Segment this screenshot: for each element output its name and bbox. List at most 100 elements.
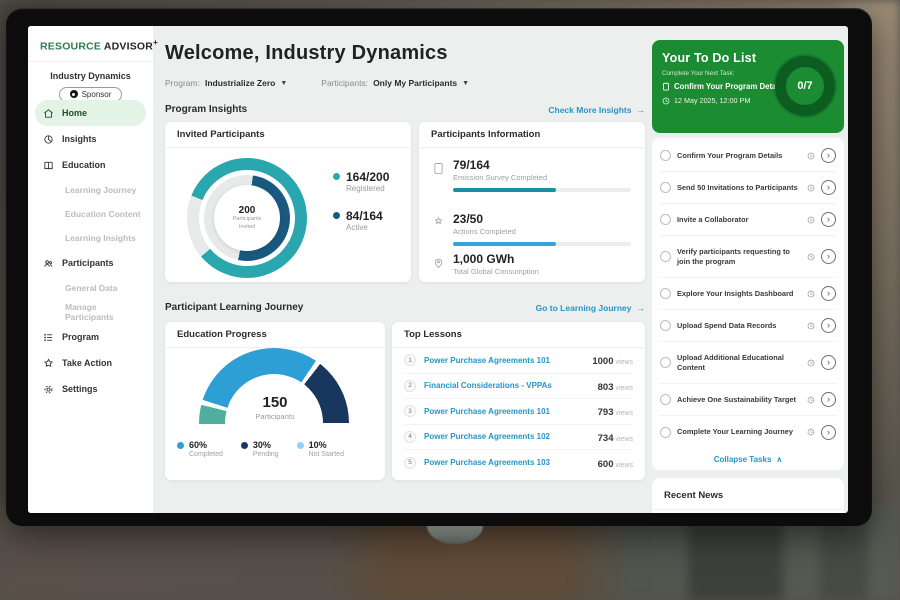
education-progress-title: Education Progress — [165, 322, 385, 348]
actions-completed-stat: 23/50 Actions Completed — [431, 212, 631, 246]
collapse-tasks-link[interactable]: Collapse Tasks ∧ — [660, 448, 836, 470]
main-content: Welcome, Industry Dynamics Program: Indu… — [153, 26, 650, 513]
task-open-button[interactable]: › — [821, 286, 836, 301]
donut-center: 200 Participants Invited — [214, 185, 280, 251]
task-label: Upload Additional Educational Content — [677, 352, 784, 372]
lesson-views: 793 — [597, 407, 614, 419]
program-icon — [44, 333, 53, 341]
task-open-button[interactable]: › — [821, 148, 836, 163]
active-value: 84/164 — [346, 209, 383, 223]
education-icon — [44, 161, 53, 170]
check-more-insights-label: Check More Insights — [548, 104, 632, 115]
sidebar-item-label: Education Content — [65, 209, 141, 219]
sidebar-nav: Home Insights Education Learning Journey… — [35, 100, 146, 402]
sidebar-item-take-action[interactable]: Take Action — [35, 350, 146, 376]
chevron-down-icon: ▼ — [462, 79, 470, 87]
task-row: Achieve One Sustainability Target › — [660, 384, 836, 416]
sidebar-item-label: Learning Journey — [65, 185, 137, 195]
task-checkbox[interactable] — [660, 394, 671, 405]
actions-completed-label: Actions Completed — [453, 227, 516, 236]
room-shadow-1 — [688, 515, 783, 600]
consumption-icon — [431, 252, 445, 276]
sidebar-item-settings[interactable]: Settings — [35, 376, 146, 402]
participants-information-card: Participants Information 79/164 Emission… — [419, 122, 645, 282]
survey-icon — [431, 158, 445, 192]
go-to-learning-journey-link[interactable]: Go to Learning Journey → — [536, 303, 645, 313]
pending-dot-icon — [240, 442, 248, 449]
lesson-link[interactable]: Power Purchase Agreements 101 — [424, 406, 550, 416]
lesson-link[interactable]: Power Purchase Agreements 102 — [424, 432, 550, 442]
settings-icon — [44, 385, 53, 393]
lesson-link[interactable]: Power Purchase Agreements 103 — [424, 458, 550, 468]
gauge-legend: 60% Completed 30% Pending — [177, 440, 377, 458]
clock-icon — [807, 396, 815, 404]
task-row: Explore Your Insights Dashboard › — [660, 278, 836, 310]
sidebar-item-learning-journey[interactable]: Learning Journey — [35, 178, 146, 202]
task-checkbox[interactable] — [660, 182, 671, 193]
dashboard-screen: RESOURCE ADVISOR+ Industry Dynamics Spon… — [28, 26, 848, 513]
insights-icon — [44, 134, 53, 144]
completed-label: Completed — [189, 451, 223, 458]
task-open-button[interactable]: › — [821, 318, 836, 333]
program-filter[interactable]: Program: Industrialize Zero ▼ — [165, 78, 287, 88]
task-checkbox[interactable] — [660, 320, 671, 331]
sidebar-item-label: Home — [62, 108, 88, 118]
participants-filter[interactable]: Participants: Only My Participants ▼ — [321, 78, 469, 88]
sidebar-item-learning-insights[interactable]: Learning Insights — [35, 226, 146, 250]
consumption-label: Total Global Consumption — [453, 267, 539, 276]
lesson-link[interactable]: Power Purchase Agreements 101 — [424, 355, 550, 365]
task-row: Upload Additional Educational Content › — [660, 342, 836, 384]
sidebar-item-education[interactable]: Education — [35, 152, 146, 178]
clock-icon — [807, 253, 815, 261]
task-open-button[interactable]: › — [821, 392, 836, 407]
lesson-rank: 3 — [404, 405, 416, 418]
sidebar-item-insights[interactable]: Insights — [35, 126, 146, 152]
page-title: Welcome, Industry Dynamics — [165, 42, 448, 64]
chevron-down-icon: ▼ — [280, 79, 288, 87]
task-checkbox[interactable] — [660, 288, 671, 299]
learning-journey-header: Participant Learning Journey Go to Learn… — [165, 302, 645, 313]
todo-subtitle: Complete Your Next Task: — [662, 70, 735, 77]
emission-survey-label: Emission Survey Completed — [453, 173, 548, 182]
filters: Program: Industrialize Zero ▼ Participan… — [165, 78, 469, 88]
recent-news-heading: Recent News — [652, 478, 844, 510]
org-name: Industry Dynamics — [50, 70, 131, 81]
task-checkbox[interactable] — [660, 150, 671, 161]
active-dot-icon — [333, 212, 340, 219]
sidebar-item-general-data[interactable]: General Data — [35, 276, 146, 300]
lesson-views-unit: views — [615, 410, 633, 418]
task-open-button[interactable]: › — [821, 424, 836, 440]
invited-total-label: Participants Invited — [232, 216, 262, 230]
sidebar-item-program[interactable]: Program — [35, 324, 146, 350]
gauge-value: 150 — [262, 394, 288, 411]
task-open-button[interactable]: › — [821, 249, 836, 264]
task-checkbox[interactable] — [660, 251, 671, 262]
lesson-views-unit: views — [615, 435, 633, 443]
arrow-right-icon: → — [636, 302, 646, 313]
completed-legend: 60% Completed — [177, 440, 223, 458]
sidebar-item-manage-participants[interactable]: Manage Participants — [35, 300, 146, 324]
clock-icon — [662, 97, 670, 104]
lesson-row: 1 Power Purchase Agreements 101 1000 view… — [404, 348, 633, 374]
task-row: Invite a Collaborator › — [660, 204, 836, 236]
task-open-button[interactable]: › — [821, 355, 836, 370]
not-started-dot-icon — [296, 442, 304, 449]
collapse-tasks-label: Collapse Tasks — [713, 454, 772, 464]
task-checkbox[interactable] — [660, 214, 671, 225]
sidebar-item-participants[interactable]: Participants — [35, 250, 146, 276]
task-checkbox[interactable] — [660, 357, 671, 368]
sidebar-item-home[interactable]: Home — [35, 100, 146, 126]
task-open-button[interactable]: › — [821, 180, 836, 195]
task-open-button[interactable]: › — [821, 212, 836, 227]
program-filter-label: Program: — [165, 78, 200, 88]
check-more-insights-link[interactable]: Check More Insights → — [548, 105, 645, 115]
consumption-stat: 1,000 GWh Total Global Consumption — [431, 252, 631, 276]
task-checkbox[interactable] — [660, 426, 671, 438]
recent-news-card: Recent News — [652, 478, 844, 513]
chevron-up-icon: ∧ — [776, 454, 783, 464]
todo-panel: Your To Do List Complete Your Next Task:… — [650, 26, 848, 513]
todo-datetime: 12 May 2025, 12:00 PM — [674, 96, 751, 105]
lesson-link[interactable]: Financial Considerations - VPPAs — [424, 381, 552, 391]
sidebar-item-education-content[interactable]: Education Content — [35, 202, 146, 226]
